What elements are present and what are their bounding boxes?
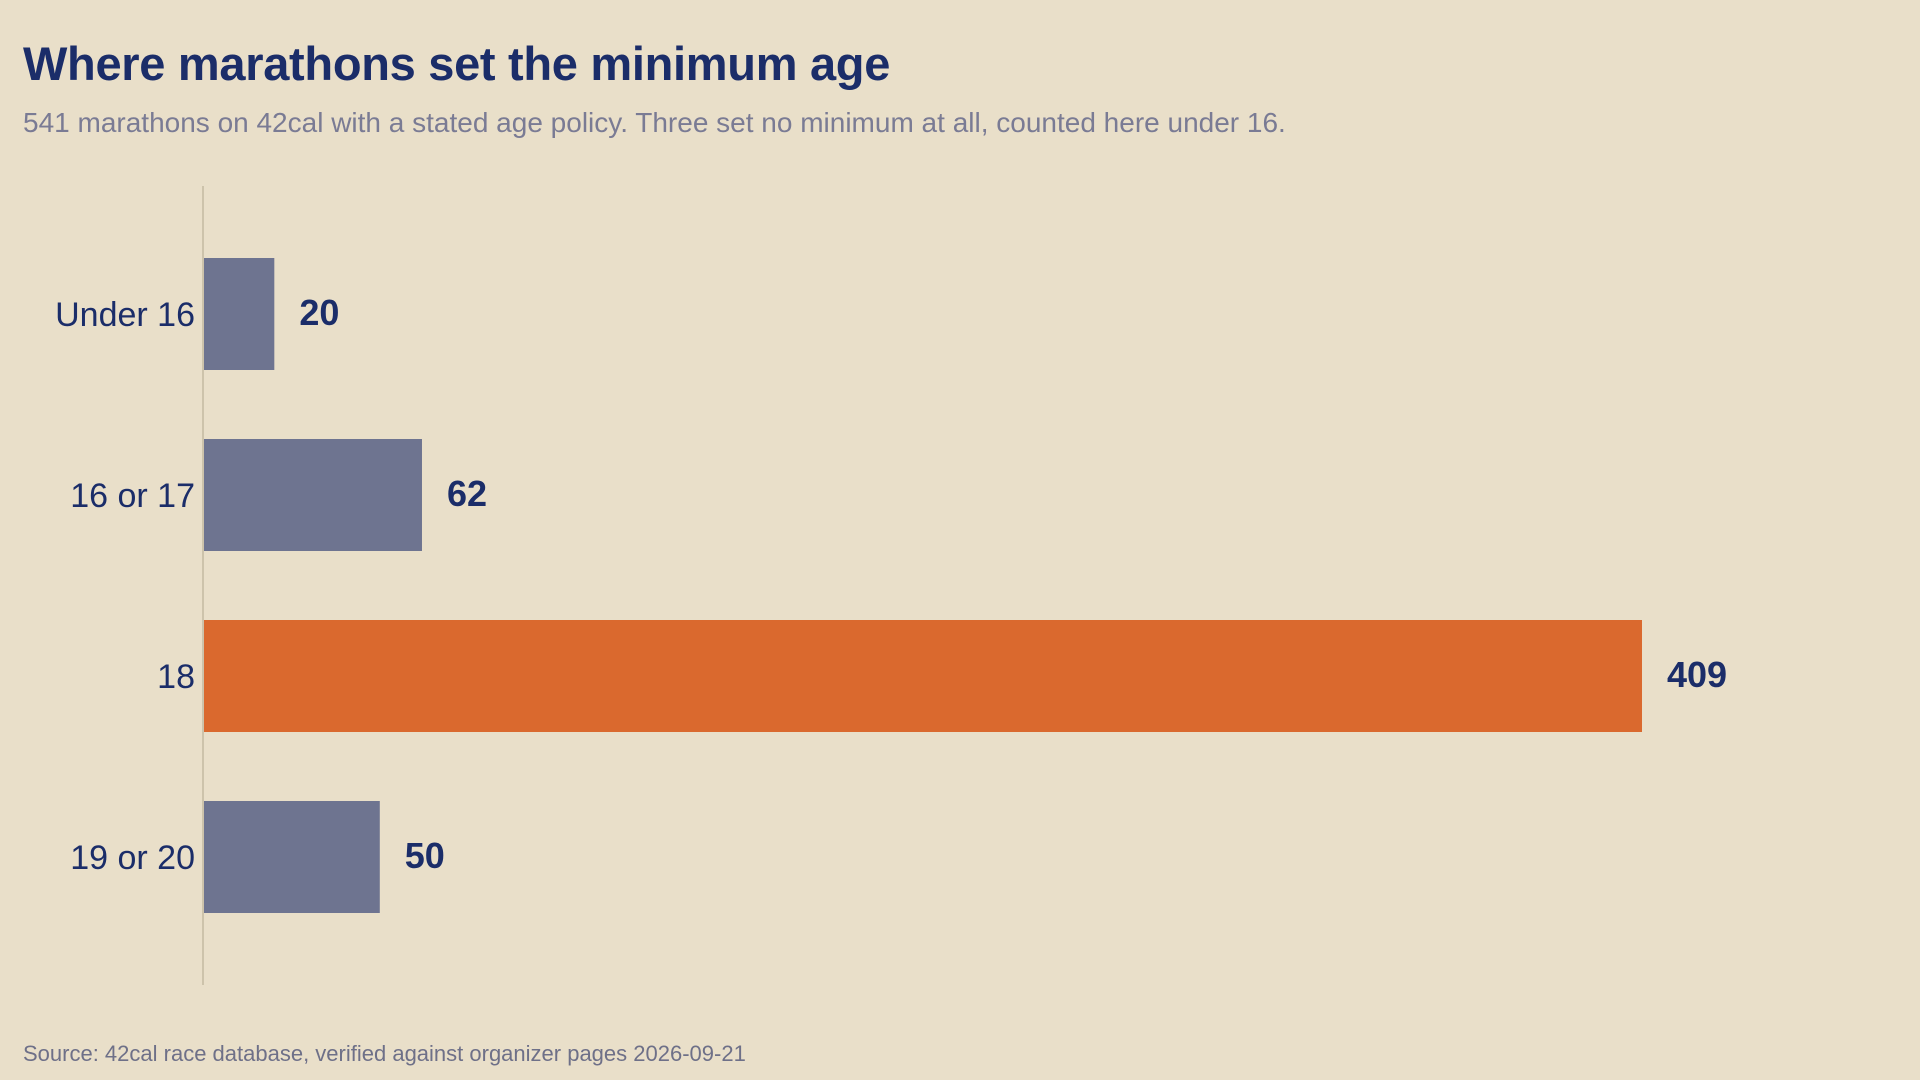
bar-under-16 [204,258,275,370]
category-label-19-or-20: 19 or 20 [70,839,195,877]
bar-18 [204,620,1642,732]
chart-subtitle: 541 marathons on 42cal with a stated age… [23,107,1286,138]
source-note: Source: 42cal race database, verified ag… [23,1041,746,1066]
category-label-16-or-17: 16 or 17 [70,477,195,515]
bars-layer: Under 16 20 16 or 17 62 18 409 19 or 20 50 [55,258,1727,913]
bar-19-or-20 [204,801,380,913]
category-label-under-16: Under 16 [55,296,195,334]
value-label-16-or-17: 62 [447,473,487,514]
value-label-19-or-20: 50 [405,835,445,876]
category-label-18: 18 [157,658,195,696]
bar-chart: Under 16 20 16 or 17 62 18 409 19 or 20 50 [55,186,1727,985]
value-label-18: 409 [1667,654,1727,695]
value-label-under-16: 20 [299,292,339,333]
bar-16-or-17 [204,439,422,551]
chart-title: Where marathons set the minimum age [23,37,891,90]
